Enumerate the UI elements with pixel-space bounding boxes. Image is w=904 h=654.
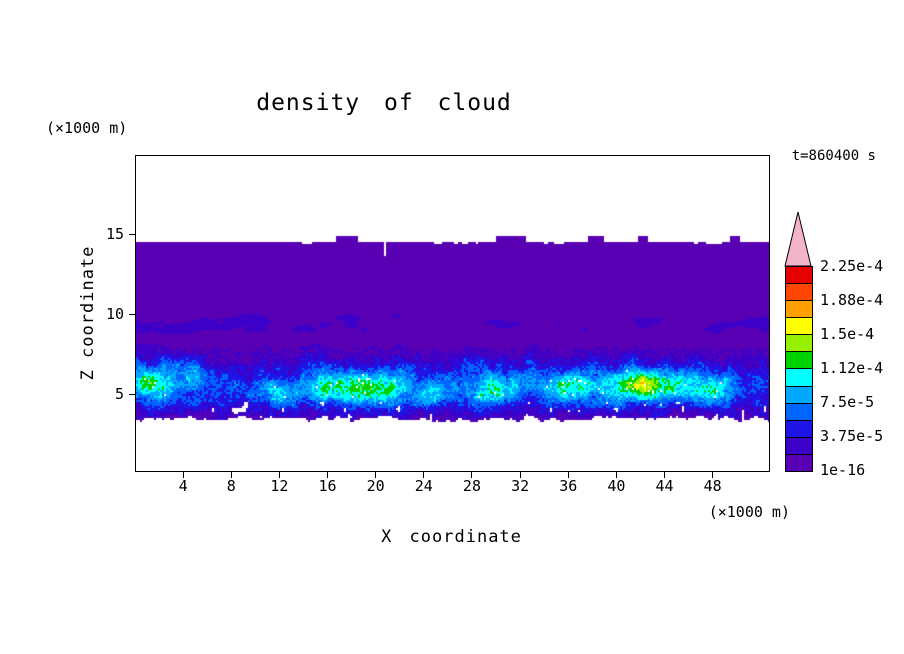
- x-tick-mark: [327, 472, 329, 478]
- colorbar-segment: [786, 419, 812, 437]
- colorbar: [785, 266, 813, 472]
- chart-title: density of cloud: [256, 90, 512, 116]
- x-tick-label: 48: [703, 477, 722, 495]
- plot-area: [135, 155, 770, 472]
- x-tick-label: 40: [607, 477, 626, 495]
- y-axis-unit-label: (×1000 m): [46, 119, 128, 137]
- y-tick-label: 15: [105, 224, 124, 243]
- x-tick-mark: [375, 472, 377, 478]
- x-tick-label: 24: [414, 477, 433, 495]
- colorbar-tick-label: 1.12e-4: [820, 359, 884, 377]
- x-tick-mark: [230, 472, 232, 478]
- contour-field-canvas: [136, 156, 769, 471]
- colorbar-segment: [786, 300, 812, 318]
- colorbar-segment: [786, 334, 812, 352]
- x-axis-title: X coordinate: [381, 527, 522, 547]
- x-tick-mark: [567, 472, 569, 478]
- colorbar-segment: [786, 267, 812, 284]
- x-tick-mark: [712, 472, 714, 478]
- y-tick-mark: [129, 233, 135, 235]
- x-tick-mark: [519, 472, 521, 478]
- colorbar-segment: [786, 317, 812, 335]
- x-tick-label: 28: [462, 477, 481, 495]
- colorbar-segment: [786, 283, 812, 301]
- x-tick-mark: [182, 472, 184, 478]
- x-tick-label: 20: [366, 477, 385, 495]
- colorbar-overflow-arrow-icon: [784, 211, 812, 267]
- timestamp-label: t=860400 s: [791, 148, 876, 164]
- x-tick-mark: [278, 472, 280, 478]
- colorbar-tick-label: 7.5e-5: [820, 393, 875, 411]
- colorbar-segment: [786, 453, 812, 471]
- colorbar-segment: [786, 351, 812, 369]
- colorbar-segment: [786, 436, 812, 454]
- colorbar-tick-label: 1.88e-4: [820, 291, 884, 309]
- colorbar-tick-label: 2.25e-4: [820, 257, 884, 275]
- x-tick-label: 32: [511, 477, 530, 495]
- x-tick-label: 44: [655, 477, 674, 495]
- colorbar-tick-label: 1.5e-4: [820, 325, 875, 343]
- y-tick-label: 10: [105, 305, 124, 324]
- x-tick-label: 4: [178, 477, 188, 495]
- y-tick-label: 5: [114, 385, 124, 404]
- x-tick-label: 36: [559, 477, 578, 495]
- x-tick-label: 12: [270, 477, 289, 495]
- x-tick-mark: [615, 472, 617, 478]
- colorbar-segment: [786, 368, 812, 386]
- x-tick-mark: [664, 472, 665, 478]
- y-tick-mark: [129, 394, 135, 396]
- colorbar-segment: [786, 402, 812, 420]
- x-tick-label: 8: [226, 477, 236, 495]
- colorbar-segment: [786, 385, 812, 403]
- x-axis-unit-label: (×1000 m): [708, 503, 790, 521]
- x-tick-label: 16: [318, 477, 337, 495]
- colorbar-tick-label: 1e-16: [820, 461, 866, 479]
- colorbar-tick-label: 3.75e-5: [820, 427, 884, 445]
- x-tick-mark: [471, 472, 473, 478]
- y-tick-mark: [129, 314, 135, 316]
- x-tick-mark: [423, 472, 425, 478]
